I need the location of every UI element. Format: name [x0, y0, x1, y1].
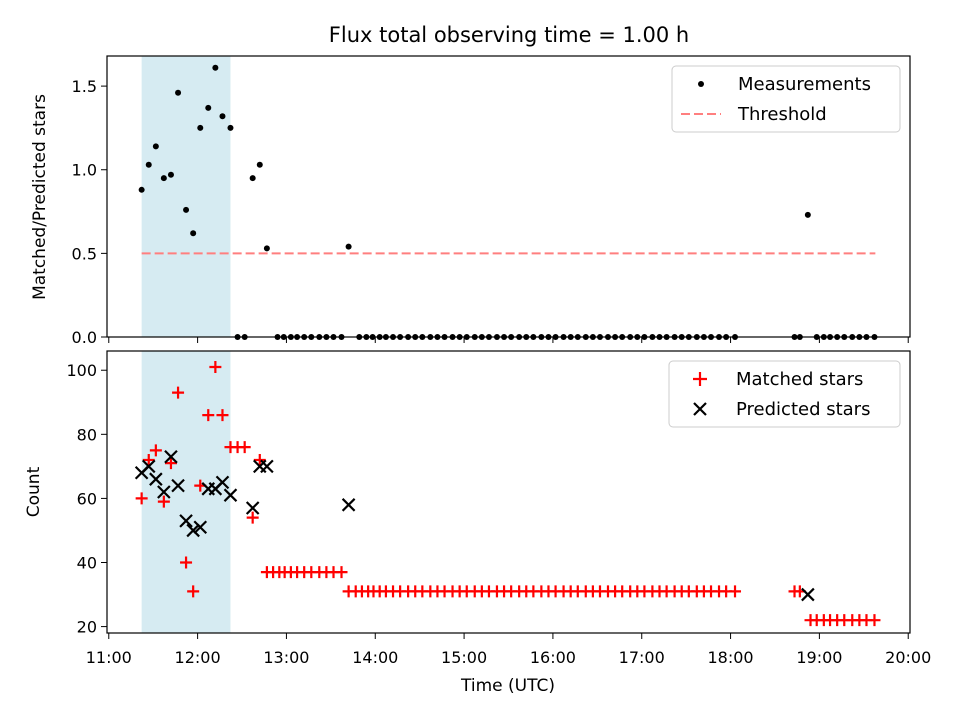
predicted-star-point	[193, 520, 208, 535]
predicted-star-point	[801, 587, 815, 602]
matched-star-point	[135, 492, 148, 505]
bottom-legend-box	[668, 360, 901, 428]
matched-stars-points	[135, 361, 881, 627]
measurement-point	[249, 175, 256, 182]
bottom-axes-frame	[106, 350, 911, 634]
top-highlight-span	[141, 56, 231, 337]
bottom-ytick-label: 60	[77, 489, 97, 508]
bottom-panel: 20 40 60 80 100 11:00 12:00 13:00 14:00 15:00 16:0…	[24, 350, 931, 696]
matched-star-point	[253, 453, 266, 466]
top-ylabel: Matched/Predicted stars	[30, 94, 50, 300]
matched-star-point	[729, 585, 742, 598]
xtick-label: 19:00	[796, 648, 842, 667]
legend-threshold-label: Threshold	[737, 104, 827, 125]
xtick-label: 14:00	[352, 648, 398, 667]
matched-star-point	[149, 444, 162, 457]
predicted-star-point	[157, 485, 171, 499]
legend-measurement-marker	[698, 81, 704, 87]
measurement-point	[205, 104, 212, 111]
bottom-ytick-label: 80	[77, 425, 97, 444]
bottom-legend: Matched stars Predicted stars	[668, 360, 901, 428]
xlabel: Time (UTC)	[460, 676, 555, 696]
predicted-star-point	[171, 478, 185, 493]
legend-matched-marker	[693, 372, 707, 386]
bottom-ticks: 20 40 60 80 100 11:00 12:00 13:00 14:00 15:00 16:0…	[66, 361, 931, 667]
bottom-ytick-label: 40	[77, 554, 97, 573]
xtick-label: 15:00	[441, 648, 487, 667]
measurement-point	[256, 161, 263, 168]
bottom-highlight-span	[141, 351, 231, 633]
measurement-point	[197, 124, 204, 131]
legend-predicted-marker	[693, 402, 707, 416]
measurement-point	[804, 211, 811, 218]
legend-measurements-label: Measurements	[738, 74, 871, 95]
measurement-point	[167, 171, 174, 178]
legend-matched-label: Matched stars	[736, 369, 863, 390]
matched-star-point	[335, 566, 348, 579]
measurement-point	[160, 175, 167, 182]
predicted-star-point	[149, 472, 163, 486]
predicted-star-point	[179, 514, 193, 528]
xtick-label: 18:00	[708, 648, 754, 667]
predicted-star-point	[245, 501, 260, 515]
bottom-ytick-label: 100	[66, 361, 97, 380]
predicted-star-point	[141, 459, 156, 474]
predicted-star-point	[186, 523, 200, 538]
matched-star-point	[142, 453, 155, 466]
matched-star-point	[164, 457, 177, 470]
measurement-point	[227, 124, 234, 131]
matched-star-point	[202, 409, 215, 422]
xtick-label: 13:00	[263, 648, 309, 667]
bottom-ytick-label: 20	[77, 618, 97, 637]
matched-star-point	[216, 409, 229, 422]
legend-predicted-label: Predicted stars	[736, 399, 870, 420]
predicted-stars-points	[134, 449, 815, 602]
predicted-star-point	[164, 449, 178, 464]
measurement-point	[345, 243, 352, 250]
matched-star-point	[187, 585, 200, 598]
xtick-label: 11:00	[86, 648, 132, 667]
top-ytick-label: 0.5	[72, 244, 97, 263]
measurement-point	[263, 245, 270, 252]
measurement-point	[190, 230, 197, 237]
predicted-star-point	[260, 459, 274, 474]
xtick-label: 17:00	[619, 648, 665, 667]
xtick-label: 12:00	[175, 648, 221, 667]
matched-star-point	[246, 511, 259, 524]
top-ytick-label: 0.0	[72, 328, 97, 347]
top-ytick-label: 1.5	[72, 77, 97, 96]
bottom-ylabel: Count	[24, 466, 44, 517]
matched-star-point	[172, 386, 185, 399]
matched-star-point	[180, 556, 193, 569]
measurement-point	[183, 206, 190, 213]
chart-title: Flux total observing time = 1.00 h	[329, 23, 689, 47]
measurement-point	[138, 186, 145, 193]
top-axes-frame	[106, 55, 911, 338]
measurement-point	[175, 89, 182, 96]
measurement-point	[152, 143, 159, 150]
matched-star-point	[157, 495, 170, 508]
matched-star-point	[868, 614, 881, 627]
measurement-point	[212, 64, 219, 71]
predicted-star-point	[223, 488, 238, 502]
matched-star-point	[238, 441, 251, 454]
predicted-star-point	[341, 498, 356, 512]
top-panel: 0.0 0.5 1.0 1.5 Matched/Predicted stars Mea…	[30, 55, 911, 347]
top-legend: Measurements Threshold	[671, 65, 901, 133]
top-legend-box	[671, 65, 901, 133]
xtick-label: 16:00	[530, 648, 576, 667]
measurement-point	[145, 161, 152, 168]
top-ytick-label: 1.0	[72, 161, 97, 180]
measurement-point	[219, 113, 226, 120]
predicted-star-point	[215, 475, 230, 490]
xtick-label: 20:00	[885, 648, 931, 667]
matched-star-point	[209, 361, 222, 374]
